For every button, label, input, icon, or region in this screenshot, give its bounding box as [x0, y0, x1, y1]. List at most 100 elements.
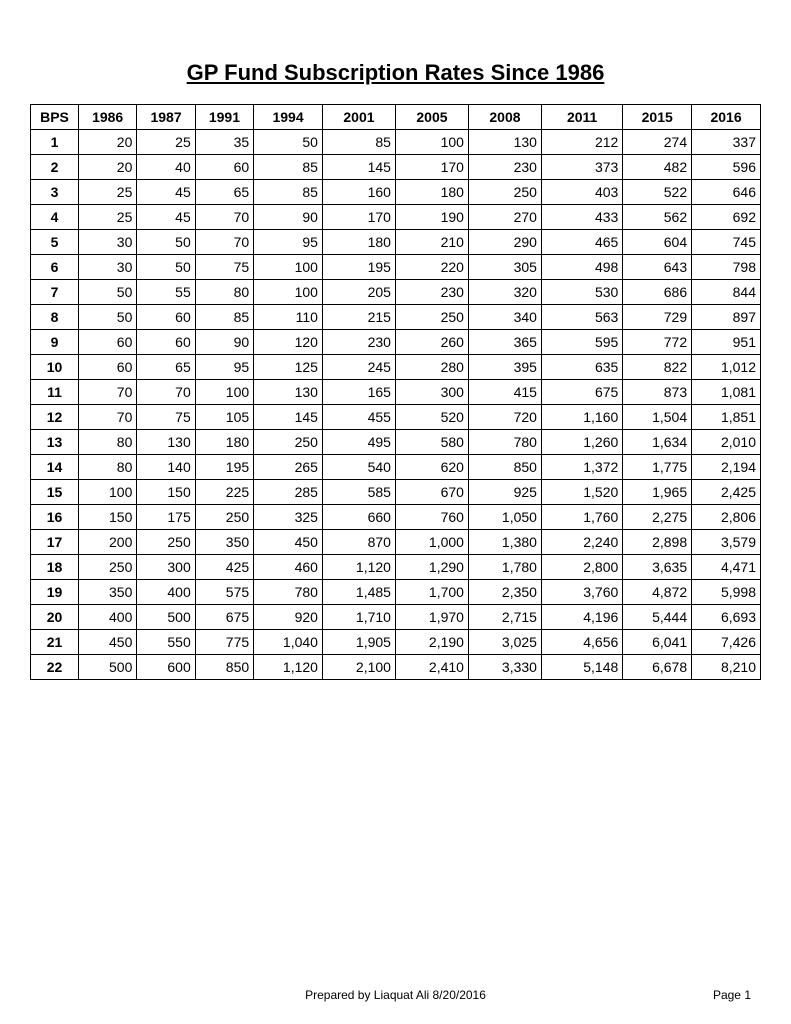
cell-value: 60	[78, 330, 136, 355]
cell-value: 20	[78, 130, 136, 155]
cell-value: 3,579	[692, 530, 761, 555]
cell-value: 2,800	[541, 555, 622, 580]
cell-bps: 18	[31, 555, 79, 580]
cell-value: 8,210	[692, 655, 761, 680]
cell-value: 180	[195, 430, 253, 455]
cell-value: 80	[78, 430, 136, 455]
cell-value: 70	[137, 380, 195, 405]
cell-value: 145	[322, 155, 395, 180]
cell-value: 70	[195, 205, 253, 230]
cell-value: 1,012	[692, 355, 761, 380]
cell-value: 6,678	[623, 655, 692, 680]
cell-value: 620	[395, 455, 468, 480]
cell-value: 250	[137, 530, 195, 555]
cell-value: 290	[468, 230, 541, 255]
cell-value: 780	[254, 580, 323, 605]
cell-value: 1,965	[623, 480, 692, 505]
cell-value: 100	[78, 480, 136, 505]
cell-value: 2,715	[468, 605, 541, 630]
cell-value: 120	[254, 330, 323, 355]
cell-value: 686	[623, 280, 692, 305]
cell-value: 425	[195, 555, 253, 580]
footer-prepared: Prepared by Liaquat Ali 8/20/2016	[0, 988, 791, 1002]
cell-value: 230	[322, 330, 395, 355]
cell-value: 215	[322, 305, 395, 330]
cell-value: 604	[623, 230, 692, 255]
cell-value: 130	[468, 130, 541, 155]
cell-value: 180	[322, 230, 395, 255]
cell-value: 798	[692, 255, 761, 280]
cell-value: 70	[78, 405, 136, 430]
cell-value: 1,050	[468, 505, 541, 530]
cell-value: 70	[78, 380, 136, 405]
cell-value: 2,425	[692, 480, 761, 505]
cell-value: 563	[541, 305, 622, 330]
cell-value: 775	[195, 630, 253, 655]
cell-value: 250	[195, 505, 253, 530]
cell-value: 540	[322, 455, 395, 480]
table-row: 12025355085100130212274337	[31, 130, 761, 155]
cell-value: 2,194	[692, 455, 761, 480]
col-header-1986: 1986	[78, 105, 136, 130]
cell-value: 670	[395, 480, 468, 505]
cell-value: 600	[137, 655, 195, 680]
cell-value: 280	[395, 355, 468, 380]
cell-value: 522	[623, 180, 692, 205]
cell-bps: 4	[31, 205, 79, 230]
cell-value: 65	[137, 355, 195, 380]
cell-value: 1,710	[322, 605, 395, 630]
cell-value: 50	[78, 305, 136, 330]
cell-value: 1,120	[254, 655, 323, 680]
cell-value: 1,081	[692, 380, 761, 405]
cell-value: 495	[322, 430, 395, 455]
cell-value: 50	[254, 130, 323, 155]
cell-bps: 11	[31, 380, 79, 405]
cell-value: 90	[254, 205, 323, 230]
cell-value: 373	[541, 155, 622, 180]
cell-value: 300	[137, 555, 195, 580]
cell-value: 100	[195, 380, 253, 405]
cell-value: 80	[78, 455, 136, 480]
cell-value: 433	[541, 205, 622, 230]
cell-value: 1,520	[541, 480, 622, 505]
cell-value: 40	[137, 155, 195, 180]
cell-value: 550	[137, 630, 195, 655]
cell-value: 1,040	[254, 630, 323, 655]
cell-value: 455	[322, 405, 395, 430]
cell-value: 285	[254, 480, 323, 505]
cell-value: 3,635	[623, 555, 692, 580]
cell-value: 45	[137, 205, 195, 230]
cell-value: 729	[623, 305, 692, 330]
cell-value: 1,760	[541, 505, 622, 530]
cell-bps: 10	[31, 355, 79, 380]
cell-value: 25	[137, 130, 195, 155]
cell-value: 85	[254, 180, 323, 205]
cell-value: 1,775	[623, 455, 692, 480]
col-header-1991: 1991	[195, 105, 253, 130]
cell-value: 498	[541, 255, 622, 280]
cell-value: 195	[195, 455, 253, 480]
cell-value: 85	[254, 155, 323, 180]
cell-value: 60	[137, 330, 195, 355]
cell-bps: 15	[31, 480, 79, 505]
cell-value: 75	[137, 405, 195, 430]
cell-value: 60	[78, 355, 136, 380]
cell-value: 350	[195, 530, 253, 555]
cell-bps: 14	[31, 455, 79, 480]
cell-value: 660	[322, 505, 395, 530]
cell-bps: 12	[31, 405, 79, 430]
cell-value: 1,260	[541, 430, 622, 455]
table-row: 14801401952655406208501,3721,7752,194	[31, 455, 761, 480]
table-row: 151001502252855856709251,5201,9652,425	[31, 480, 761, 505]
table-row: 530507095180210290465604745	[31, 230, 761, 255]
table-row: 7505580100205230320530686844	[31, 280, 761, 305]
cell-value: 100	[254, 255, 323, 280]
cell-value: 400	[78, 605, 136, 630]
cell-value: 4,656	[541, 630, 622, 655]
cell-value: 230	[468, 155, 541, 180]
cell-value: 1,700	[395, 580, 468, 605]
cell-value: 225	[195, 480, 253, 505]
cell-value: 580	[395, 430, 468, 455]
cell-value: 160	[322, 180, 395, 205]
table-header-row: BPS1986198719911994200120052008201120152…	[31, 105, 761, 130]
